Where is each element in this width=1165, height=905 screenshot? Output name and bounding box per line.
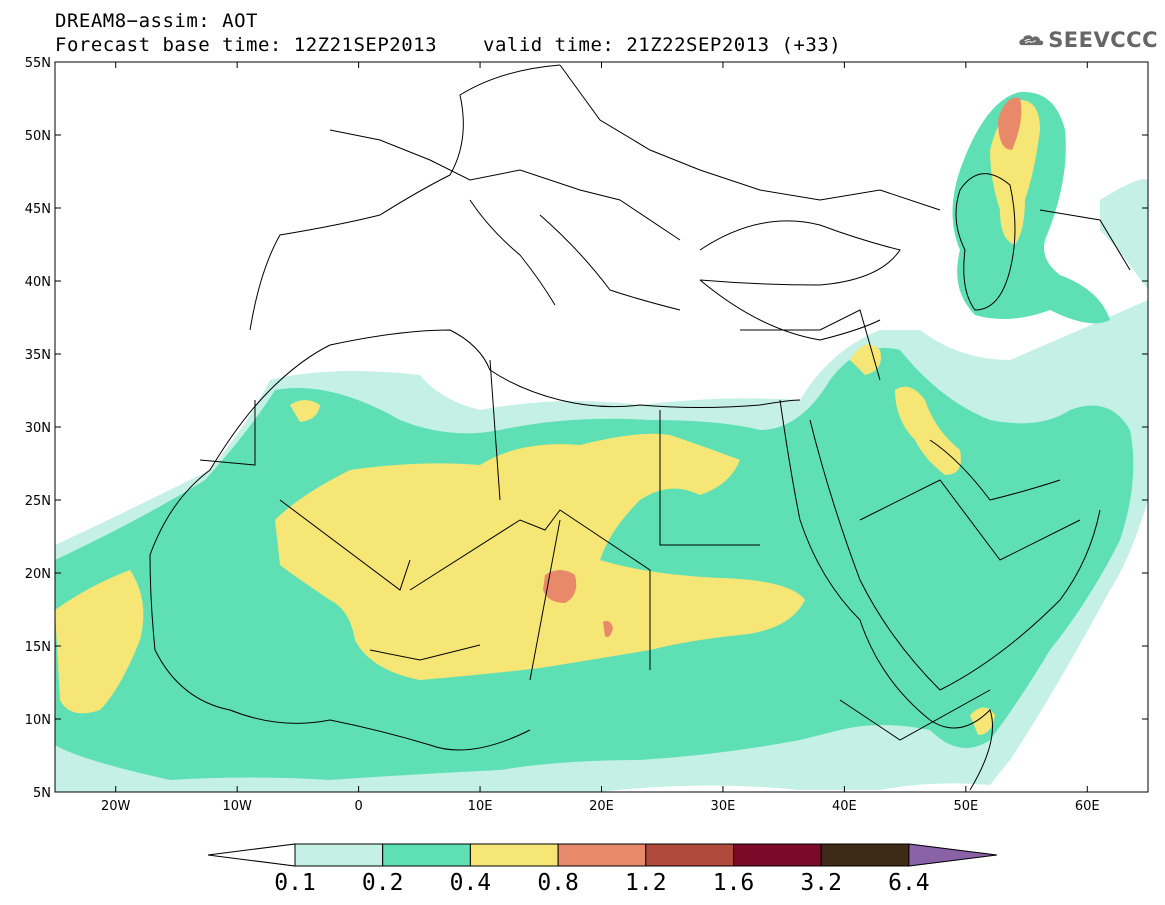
aot-band-0.8-russia bbox=[998, 97, 1022, 150]
border-7 bbox=[369, 644, 481, 661]
cloud-icon bbox=[1019, 35, 1044, 46]
border-11 bbox=[1039, 209, 1131, 271]
colorbar-threshold-label: 6.4 bbox=[888, 870, 930, 896]
map-subtitle: Forecast base time: 12Z21SEP2013 valid ti… bbox=[55, 34, 841, 56]
colorbar-over-triangle bbox=[908, 843, 997, 867]
border-5 bbox=[659, 410, 760, 546]
border-8 bbox=[859, 479, 1081, 561]
colorbar bbox=[207, 843, 997, 867]
italy-coast bbox=[469, 199, 556, 306]
lon-label: 60E bbox=[1075, 799, 1100, 814]
colorbar-threshold-label: 0.1 bbox=[274, 870, 316, 896]
map-title: DREAM8−assim: AOT bbox=[55, 10, 258, 32]
aot-band-0.4-w bbox=[55, 570, 144, 714]
colorbar-under-triangle bbox=[207, 843, 296, 867]
lat-label: 25N bbox=[25, 494, 51, 509]
border-10 bbox=[740, 309, 881, 381]
west-africa-coast bbox=[149, 554, 531, 751]
aot-fields bbox=[55, 91, 1148, 792]
coastlines bbox=[149, 64, 1131, 791]
aot-band-0.8-spot bbox=[603, 620, 613, 637]
colorbar-swatch bbox=[294, 843, 384, 867]
border-2 bbox=[279, 499, 411, 591]
aot-band-0.1-ne bbox=[1100, 179, 1148, 290]
latitude-axis: 55N 50N 45N 40N 35N 30N 25N 20N 15N 10N 5N bbox=[25, 56, 1148, 801]
lon-label: 20E bbox=[589, 799, 614, 814]
border-4 bbox=[489, 359, 501, 501]
colorbar-threshold-label: 1.2 bbox=[625, 870, 667, 896]
lat-label: 10N bbox=[25, 713, 51, 728]
north-africa-coast bbox=[149, 329, 801, 556]
lon-label: 30E bbox=[711, 799, 736, 814]
lon-label: 40E bbox=[832, 799, 857, 814]
colorbar-swatch bbox=[382, 843, 471, 867]
colorbar-swatch bbox=[469, 843, 559, 867]
valid-time: valid time: 21Z22SEP2013 (+33) bbox=[483, 34, 842, 56]
border-1 bbox=[199, 400, 256, 466]
lat-label: 40N bbox=[25, 275, 51, 290]
aot-band-0.4-morocco bbox=[290, 400, 320, 422]
lat-label: 55N bbox=[25, 56, 51, 71]
aot-band-0.4-gulf bbox=[895, 386, 961, 475]
colorbar-threshold-label: 0.8 bbox=[537, 870, 579, 896]
balkan-coast bbox=[539, 214, 681, 311]
lat-label: 50N bbox=[25, 129, 51, 144]
lat-label: 5N bbox=[33, 786, 51, 801]
arabia-coast bbox=[809, 419, 1101, 691]
lon-label: 10E bbox=[468, 799, 493, 814]
border-12 bbox=[329, 129, 681, 241]
aot-band-0.4-somalia bbox=[970, 707, 995, 735]
seevccc-logo: SEEVCCC bbox=[1018, 22, 1158, 58]
lon-label: 0 bbox=[354, 799, 362, 814]
colorbar-threshold-label: 0.4 bbox=[449, 870, 492, 896]
logo-text: SEEVCCC bbox=[1048, 28, 1158, 52]
east-africa-coast bbox=[929, 709, 993, 791]
red-sea-coast bbox=[779, 399, 931, 721]
border-9 bbox=[839, 689, 991, 741]
border-3 bbox=[409, 509, 651, 670]
lat-label: 45N bbox=[25, 202, 51, 217]
lat-label: 20N bbox=[25, 567, 51, 582]
lon-label: 50E bbox=[953, 799, 978, 814]
lon-label: 10W bbox=[222, 799, 252, 814]
anatolia-coast bbox=[699, 279, 881, 341]
colorbar-swatch bbox=[820, 843, 910, 867]
aot-band-0.4-iraq bbox=[850, 344, 881, 375]
border-6 bbox=[529, 519, 561, 681]
gulf-coast bbox=[929, 439, 1061, 501]
colorbar-threshold-label: 0.2 bbox=[361, 870, 404, 896]
black-sea-coast bbox=[699, 220, 901, 286]
border-13 bbox=[559, 64, 941, 211]
aot-band-0.8-chad bbox=[543, 570, 577, 603]
longitude-axis: 20W 10W 0 10E 20E 30E 40E 50E 60E bbox=[101, 62, 1100, 814]
lon-label: 20W bbox=[101, 799, 131, 814]
colorbar-threshold-label: 3.2 bbox=[800, 870, 842, 896]
aot-band-0.4 bbox=[275, 433, 805, 680]
colorbar-swatch bbox=[733, 843, 822, 867]
europe-coast bbox=[249, 64, 561, 331]
colorbar-threshold-label: 1.6 bbox=[712, 870, 755, 896]
colorbar-swatch bbox=[557, 843, 647, 867]
lat-label: 15N bbox=[25, 640, 51, 655]
base-time: Forecast base time: 12Z21SEP2013 bbox=[55, 34, 438, 56]
lat-label: 35N bbox=[25, 348, 51, 363]
colorbar-swatch bbox=[645, 843, 734, 867]
lat-label: 30N bbox=[25, 421, 51, 436]
caspian-coast bbox=[955, 173, 1016, 311]
